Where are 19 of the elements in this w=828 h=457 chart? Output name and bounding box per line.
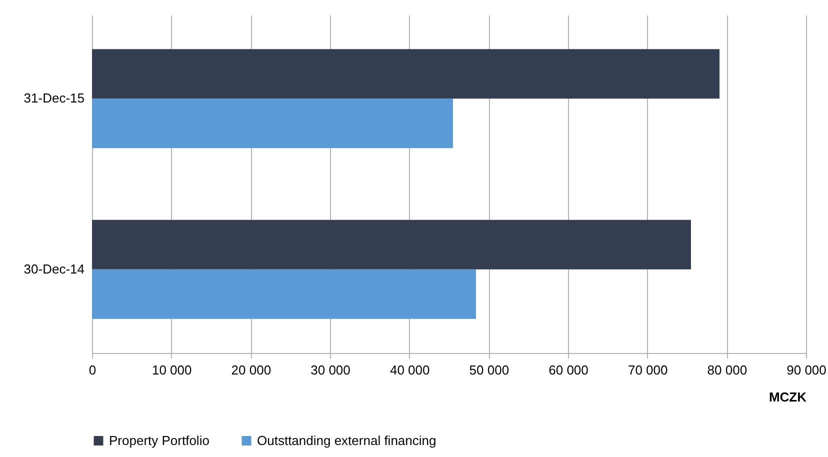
x-tick-label: 30 000 (310, 362, 350, 378)
x-tick-label: 50 000 (469, 362, 510, 378)
x-tick-label: 20 000 (231, 362, 272, 378)
bar (92, 269, 476, 319)
legend-label: Property Portfolio (109, 432, 210, 448)
legend-label: Outsttanding external financing (257, 432, 436, 448)
bar (92, 49, 720, 99)
x-tick-label: 0 (88, 362, 96, 378)
x-tick-label: 60 000 (548, 362, 588, 378)
x-tick-label: 80 000 (707, 362, 748, 378)
bar (92, 220, 691, 270)
x-axis-title: MCZK (768, 390, 808, 404)
bar (92, 98, 453, 148)
x-tick-label: 90 000 (786, 362, 826, 378)
x-tick-label: 10 000 (152, 362, 192, 378)
y-tick-label: 31-Dec-15 (24, 90, 84, 106)
y-tick-label: 30-Dec-14 (24, 261, 84, 276)
x-tick-label: 70 000 (628, 362, 668, 378)
x-tick-label: 40 000 (390, 362, 430, 378)
